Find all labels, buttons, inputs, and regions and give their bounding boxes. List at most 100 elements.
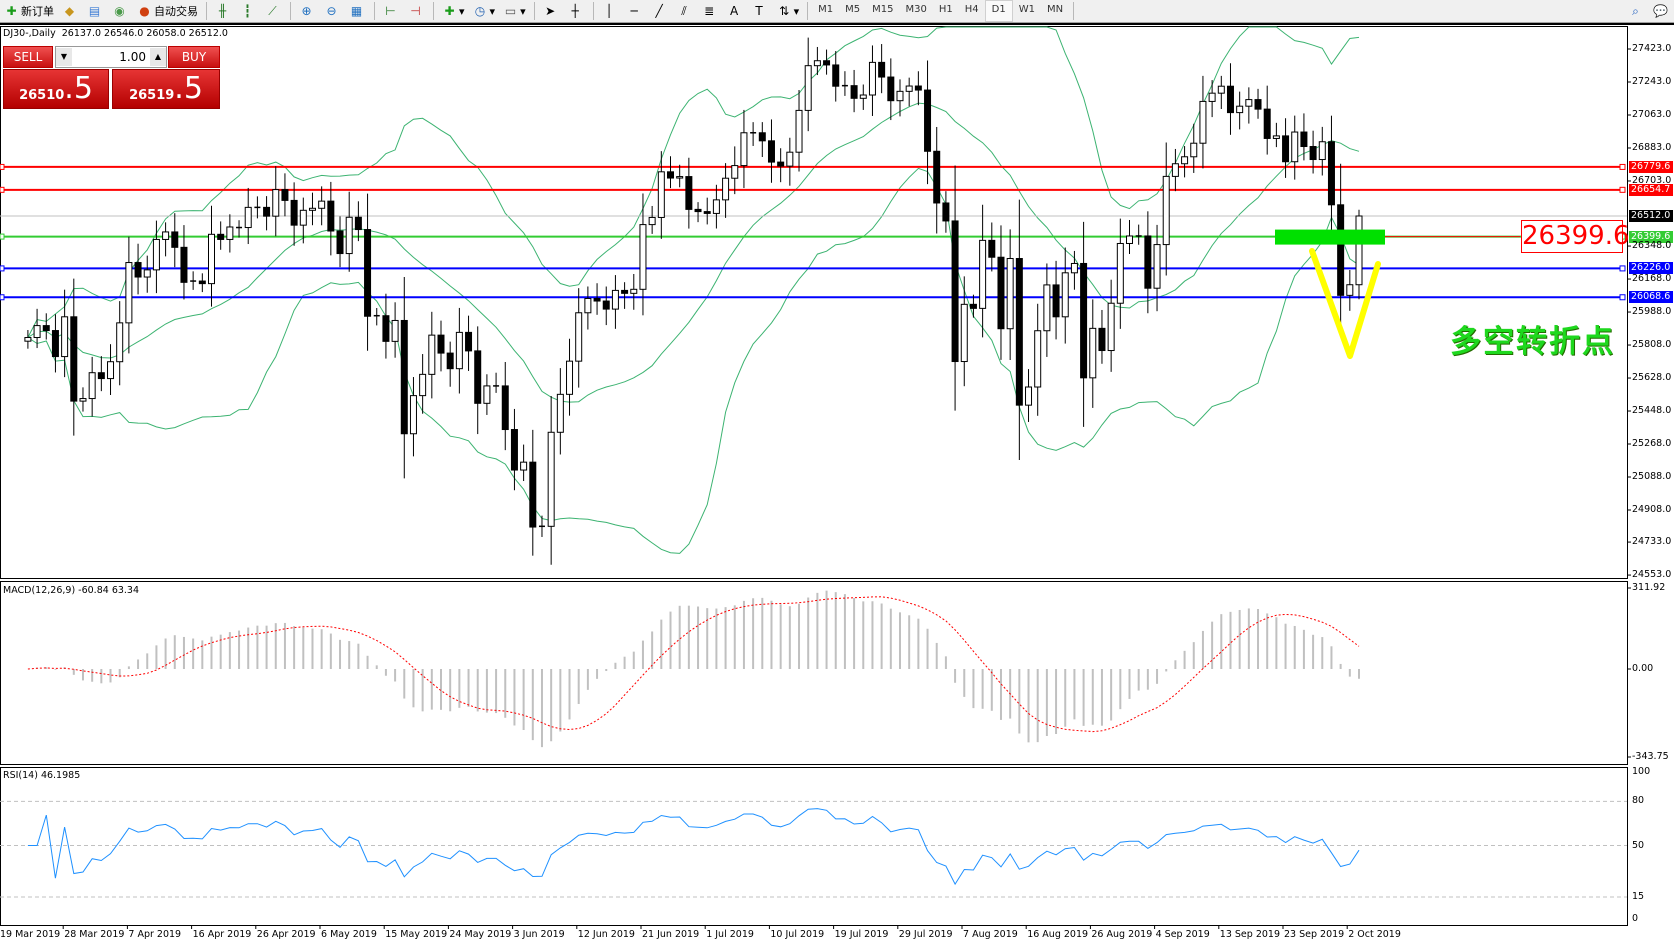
candle-bullish (611, 289, 619, 310)
history-icon: ▤ (88, 3, 101, 18)
search-button[interactable]: ⌕ (1624, 1, 1649, 21)
rsi-axis-label: 0 (1632, 913, 1639, 924)
candle-bearish (1327, 141, 1335, 206)
price-axis-label: 27243.0 (1632, 75, 1672, 87)
candle-bearish (97, 372, 105, 380)
macd-label: MACD(12,26,9) -60.84 63.34 (3, 585, 140, 596)
chart-shift-button[interactable]: ⊢ (379, 1, 404, 21)
candle-bearish (942, 202, 950, 222)
timeframe-h1[interactable]: H1 (938, 4, 953, 15)
candle-bullish (318, 200, 326, 209)
cursor-button[interactable]: ➤ (539, 1, 564, 21)
candle-bearish (602, 300, 610, 310)
zoom-in-button[interactable]: ⊕ (295, 1, 320, 21)
chat-icon: 💬 (1653, 3, 1668, 18)
auto-trading-icon: ● (139, 3, 150, 18)
lot-increase-button[interactable]: ▲ (150, 48, 166, 66)
timeframe-h4[interactable]: H4 (964, 4, 979, 15)
date-axis-label: 10 Jul 2019 (770, 929, 825, 940)
crosshair-button[interactable]: ┼ (564, 1, 589, 21)
fibonacci-button[interactable]: ≣ (698, 1, 723, 21)
candle-bearish (198, 280, 206, 285)
buy-button[interactable]: BUY (168, 46, 220, 68)
toolbar-separator (206, 2, 207, 20)
candle-bullish (272, 189, 280, 217)
arrows-button[interactable]: ⇅ ▾ (773, 1, 804, 21)
vertical-line-icon: │ (605, 3, 613, 18)
timeframe-d1[interactable]: D1 (984, 0, 1013, 22)
candlestick-icon: ┇ (243, 3, 252, 18)
timeframe-mn[interactable]: MN (1046, 4, 1064, 15)
text-button[interactable]: A (723, 1, 748, 21)
templates-button[interactable]: ▭ ▾ (504, 3, 526, 18)
sell-price-button[interactable]: 26510 .5 (3, 69, 109, 109)
lot-decrease-button[interactable]: ▼ (56, 48, 72, 66)
auto-trading-button[interactable]: ● 自动交易 (133, 1, 202, 21)
tile-windows-button[interactable]: ▦ (345, 1, 370, 21)
candle-bearish (823, 60, 831, 66)
sell-button[interactable]: SELL (3, 46, 53, 68)
vertical-line-button[interactable]: │ (598, 1, 623, 21)
candle-bullish (308, 207, 316, 211)
periods-button[interactable]: ◷ ▾ (469, 1, 500, 21)
candle-bearish (354, 216, 362, 231)
toolbar: ✚ 新订单 ◆ ▤ ◉ ● 自动交易 ╫ ┇ ⟋ ⊕ ⊖ ▦ ⊢ ⊣ ✚ ▾ ◷ ▾ ▭… (0, 0, 1674, 23)
timeframe-w1[interactable]: W1 (1018, 4, 1035, 15)
trendline-button[interactable]: ╱ (648, 1, 673, 21)
candle-bearish (997, 256, 1005, 330)
timeframe-m1[interactable]: M1 (818, 4, 834, 15)
date-axis-label: 29 Jul 2019 (898, 929, 953, 940)
level-annotation-label[interactable]: 26399.6 (1521, 220, 1630, 253)
candlestick-button[interactable]: ┇ (236, 1, 261, 21)
horizontal-line-button[interactable]: ─ (623, 1, 648, 21)
lot-stepper[interactable]: ▼ 1.00 ▲ (55, 46, 167, 68)
price-axis-label: 25088.0 (1632, 471, 1672, 482)
bar-chart-button[interactable]: ╫ (211, 1, 236, 21)
level-handle-left (0, 265, 5, 272)
horizontal-line-icon: ─ (630, 3, 638, 18)
candle-bullish (556, 393, 564, 433)
rsi-label: RSI(14) 46.1985 (3, 770, 81, 781)
buy-price-button[interactable]: 26519 .5 (112, 69, 220, 109)
equidistant-channel-button[interactable]: ⫽ (673, 1, 698, 21)
level-handle-left (0, 294, 5, 301)
autoscroll-button[interactable]: ⊣ (404, 1, 429, 21)
signals-button[interactable]: ◉ (108, 1, 133, 21)
candle-bullish (299, 209, 307, 226)
candle-bearish (51, 330, 59, 358)
candle-bullish (896, 90, 904, 102)
timeframe-m5[interactable]: M5 (845, 4, 861, 15)
candle-bullish (226, 226, 234, 240)
expert-button[interactable]: ◆ (58, 1, 83, 21)
text-label-button[interactable]: T (748, 1, 773, 21)
date-axis-label: 16 Apr 2019 (192, 929, 252, 940)
level-price-label: 26654.7 (1629, 183, 1673, 196)
line-chart-button[interactable]: ⟋ (261, 1, 286, 21)
lot-input[interactable]: 1.00 (119, 50, 146, 64)
zoom-out-button[interactable]: ⊖ (320, 1, 345, 21)
candle-bullish (1034, 330, 1042, 388)
candle-bullish (24, 337, 32, 342)
candle-bearish (914, 85, 922, 91)
history-button[interactable]: ▤ (83, 1, 108, 21)
timeframe-m30[interactable]: M30 (905, 4, 927, 15)
bollinger-middle (27, 102, 1360, 403)
candle-bullish (639, 224, 647, 290)
candle-bearish (336, 230, 344, 255)
date-axis-label: 3 Jun 2019 (513, 929, 565, 940)
new-order-button[interactable]: ✚ 新订单 (0, 1, 58, 21)
level-handle-left (0, 163, 5, 170)
chat-button[interactable]: 💬 (1649, 1, 1674, 21)
candle-bullish (1272, 135, 1280, 139)
rsi-pane-frame (0, 767, 1628, 926)
timeframe-m15[interactable]: M15 (872, 4, 894, 15)
pivot-point-text[interactable]: 多空转折点 (1450, 324, 1615, 360)
candle-bearish (933, 150, 941, 204)
line-chart-icon: ⟋ (268, 3, 277, 18)
price-axis-label: 24733.0 (1632, 536, 1672, 548)
candle-bullish (1245, 99, 1253, 107)
indicators-button[interactable]: ✚ ▾ (438, 1, 469, 21)
search-icon: ⌕ (1632, 3, 1639, 18)
text-icon: A (729, 3, 739, 18)
